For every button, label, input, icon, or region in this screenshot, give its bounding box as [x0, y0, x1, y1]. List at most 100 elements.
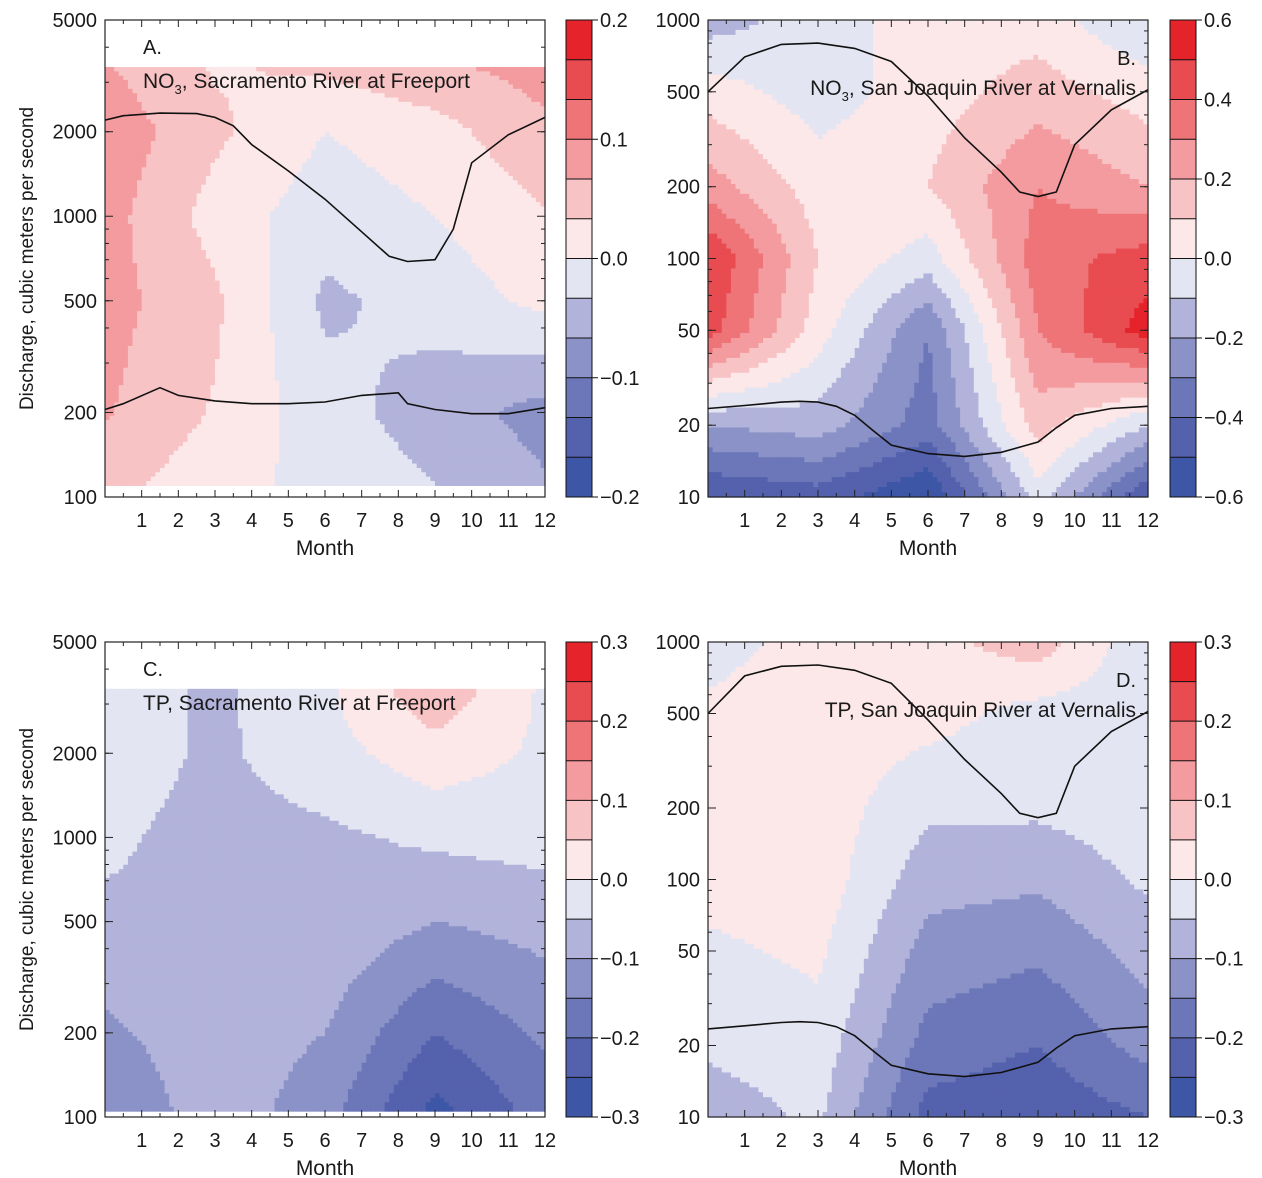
contour-cell	[192, 241, 198, 247]
contour-cell	[480, 128, 487, 133]
contour-cell	[540, 223, 546, 229]
contour-cell	[160, 119, 166, 125]
contour-cell	[535, 189, 542, 194]
contour-cell	[485, 141, 491, 147]
contour-cell	[127, 88, 134, 94]
contour-cell	[430, 141, 436, 147]
contour-cell	[233, 158, 239, 164]
contour-cell	[361, 114, 367, 120]
contour-cell	[531, 88, 537, 94]
contour-cell	[247, 271, 253, 277]
contour-cell	[517, 258, 523, 264]
contour-cell	[132, 184, 138, 190]
contour-cell	[302, 189, 308, 194]
contour-cell	[297, 132, 303, 138]
contour-cell	[389, 250, 395, 256]
contour-cell	[247, 114, 253, 120]
contour-cell	[338, 88, 344, 94]
contour-cell	[306, 171, 312, 177]
contour-cell	[219, 289, 225, 295]
contour-cell	[490, 289, 496, 295]
contour-cell	[196, 241, 202, 247]
contour-cell	[215, 71, 221, 77]
contour-cell	[224, 123, 230, 129]
contour-cell	[169, 101, 175, 107]
contour-cell	[187, 197, 193, 203]
contour-cell	[402, 175, 409, 181]
contour-cell	[178, 67, 184, 72]
contour-cell	[499, 158, 505, 164]
contour-cell	[292, 223, 299, 229]
contour-cell	[164, 202, 170, 208]
contour-cell	[430, 184, 436, 190]
contour-cell	[352, 236, 358, 242]
contour-cell	[320, 284, 326, 290]
contour-cell	[325, 110, 331, 116]
contour-cell	[201, 245, 207, 251]
contour-cell	[265, 245, 271, 251]
contour-cell	[361, 197, 367, 203]
contour-cell	[237, 184, 244, 190]
contour-cell	[123, 184, 129, 190]
contour-cell	[118, 236, 124, 242]
contour-cell	[494, 236, 500, 242]
contour-cell	[292, 284, 299, 290]
contour-cell	[169, 267, 175, 273]
contour-cell	[196, 197, 202, 203]
contour-cell	[292, 101, 299, 107]
contour-cell	[476, 184, 482, 190]
contour-cell	[347, 132, 354, 138]
contour-cell	[196, 128, 202, 133]
contour-cell	[292, 180, 299, 186]
contour-cell	[187, 210, 193, 216]
contour-cell	[384, 75, 390, 81]
contour-cell	[407, 149, 413, 155]
contour-cell	[490, 80, 496, 86]
contour-cell	[265, 84, 271, 90]
contour-cell	[338, 175, 344, 181]
contour-cell	[178, 123, 184, 129]
contour-cell	[457, 110, 464, 116]
contour-cell	[375, 254, 381, 260]
contour-cell	[444, 202, 450, 208]
contour-cell	[526, 180, 532, 186]
contour-cell	[256, 101, 262, 107]
contour-cell	[187, 189, 193, 194]
contour-cell	[375, 271, 381, 277]
contour-cell	[302, 263, 308, 269]
contour-cell	[123, 123, 129, 129]
contour-cell	[540, 271, 546, 277]
contour-cell	[292, 271, 299, 277]
contour-cell	[306, 154, 312, 160]
contour-cell	[210, 106, 216, 112]
contour-cell	[260, 184, 267, 190]
contour-cell	[242, 202, 248, 208]
contour-cell	[490, 276, 496, 282]
contour-cell	[540, 145, 546, 151]
contour-cell	[297, 254, 303, 260]
contour-cell	[233, 263, 239, 269]
contour-cell	[320, 258, 326, 264]
contour-cell	[265, 97, 271, 103]
contour-cell	[127, 215, 134, 221]
contour-cell	[329, 250, 335, 256]
contour-cell	[114, 189, 120, 194]
contour-cell	[242, 145, 248, 151]
contour-cell	[357, 206, 363, 212]
contour-cell	[224, 93, 230, 99]
contour-cell	[402, 223, 409, 229]
contour-cell	[297, 175, 303, 181]
contour-cell	[512, 241, 519, 247]
contour-cell	[311, 97, 317, 103]
contour-cell	[361, 215, 367, 221]
contour-cell	[283, 84, 289, 90]
contour-cell	[169, 180, 175, 186]
contour-cell	[132, 210, 138, 216]
contour-cell	[210, 101, 216, 107]
contour-cell	[150, 114, 157, 120]
contour-cell	[169, 84, 175, 90]
contour-cell	[352, 132, 358, 138]
contour-cell	[146, 175, 152, 181]
contour-cell	[467, 258, 473, 264]
contour-cell	[535, 145, 542, 151]
